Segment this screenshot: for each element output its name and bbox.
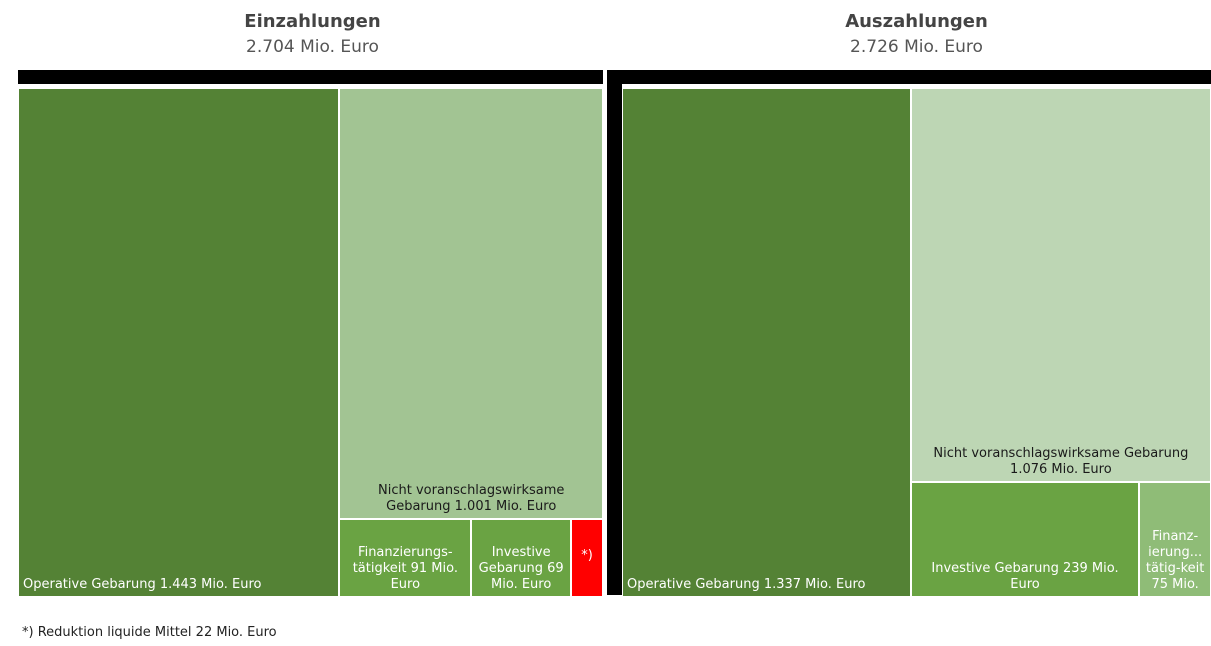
treemap-tile: Finanz-ierung... tätig-keit 75 Mio. — [1140, 483, 1210, 596]
panel-bar — [622, 70, 1211, 84]
tile-label: Finanz-ierung... tätig-keit 75 Mio. — [1145, 528, 1205, 592]
treemap-tile: Finanzierungs-tätigkeit 91 Mio. Euro — [340, 519, 471, 596]
tile-label: Operative Gebarung 1.443 Mio. Euro — [23, 577, 262, 592]
separator — [607, 70, 622, 595]
tile-label: Finanzierungs-tätigkeit 91 Mio. Euro — [352, 544, 458, 592]
treemap-tile: Operative Gebarung 1.337 Mio. Euro — [623, 89, 910, 596]
tile-label: Investive Gebarung 239 Mio. Euro — [931, 560, 1119, 592]
treemap-tile: Investive Gebarung 69 Mio. Euro — [472, 519, 571, 596]
treemap-tile: Investive Gebarung 239 Mio. Euro — [911, 483, 1139, 596]
footnote: *) Reduktion liquide Mittel 22 Mio. Euro — [22, 625, 277, 640]
tile-label: Investive Gebarung 69 Mio. Euro — [478, 544, 564, 592]
treemap-tile: Nicht voranschlagswirksame Gebarung 1.00… — [340, 89, 602, 518]
tile-label: *) — [581, 548, 593, 564]
panel-title: Auszahlungen — [845, 11, 988, 32]
tile-label: Nicht voranschlagswirksame Gebarung 1.00… — [378, 482, 565, 514]
treemap-tile: *) — [572, 519, 602, 596]
panel-title: Einzahlungen — [244, 11, 381, 32]
treemap-tile: Nicht voranschlagswirksame Gebarung 1.07… — [911, 89, 1210, 482]
panel-bar — [18, 70, 603, 84]
panel-subtitle: 2.726 Mio. Euro — [850, 37, 983, 57]
treemap-tile: Operative Gebarung 1.443 Mio. Euro — [19, 89, 339, 596]
tile-label: Operative Gebarung 1.337 Mio. Euro — [627, 577, 866, 592]
tile-label: Nicht voranschlagswirksame Gebarung 1.07… — [933, 446, 1189, 478]
panel-subtitle: 2.704 Mio. Euro — [246, 37, 379, 57]
